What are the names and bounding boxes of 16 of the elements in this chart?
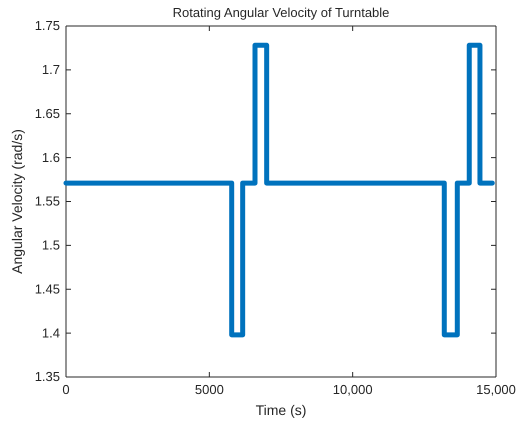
y-axis-title: Angular Velocity (rad/s) (9, 129, 25, 274)
y-tick-label: 1.5 (42, 238, 60, 253)
y-tick-label: 1.55 (34, 194, 60, 209)
y-tick-label: 1.65 (34, 106, 60, 121)
y-tick-label: 1.35 (34, 369, 60, 384)
x-tick-label: 10,000 (332, 382, 373, 398)
x-tick-label: 15,000 (476, 382, 516, 398)
y-tick-label: 1.75 (34, 18, 60, 34)
x-tick-label: 5000 (194, 382, 224, 398)
chart-title: Rotating Angular Velocity of Turntable (172, 5, 390, 20)
x-axis-title: Time (s) (256, 402, 306, 418)
x-tick-label: 0 (62, 382, 70, 398)
y-tick-label: 1.6 (42, 150, 60, 165)
y-tick-label: 1.4 (42, 325, 60, 340)
y-tick-label: 1.45 (34, 281, 60, 296)
y-tick-label: 1.7 (42, 62, 60, 78)
